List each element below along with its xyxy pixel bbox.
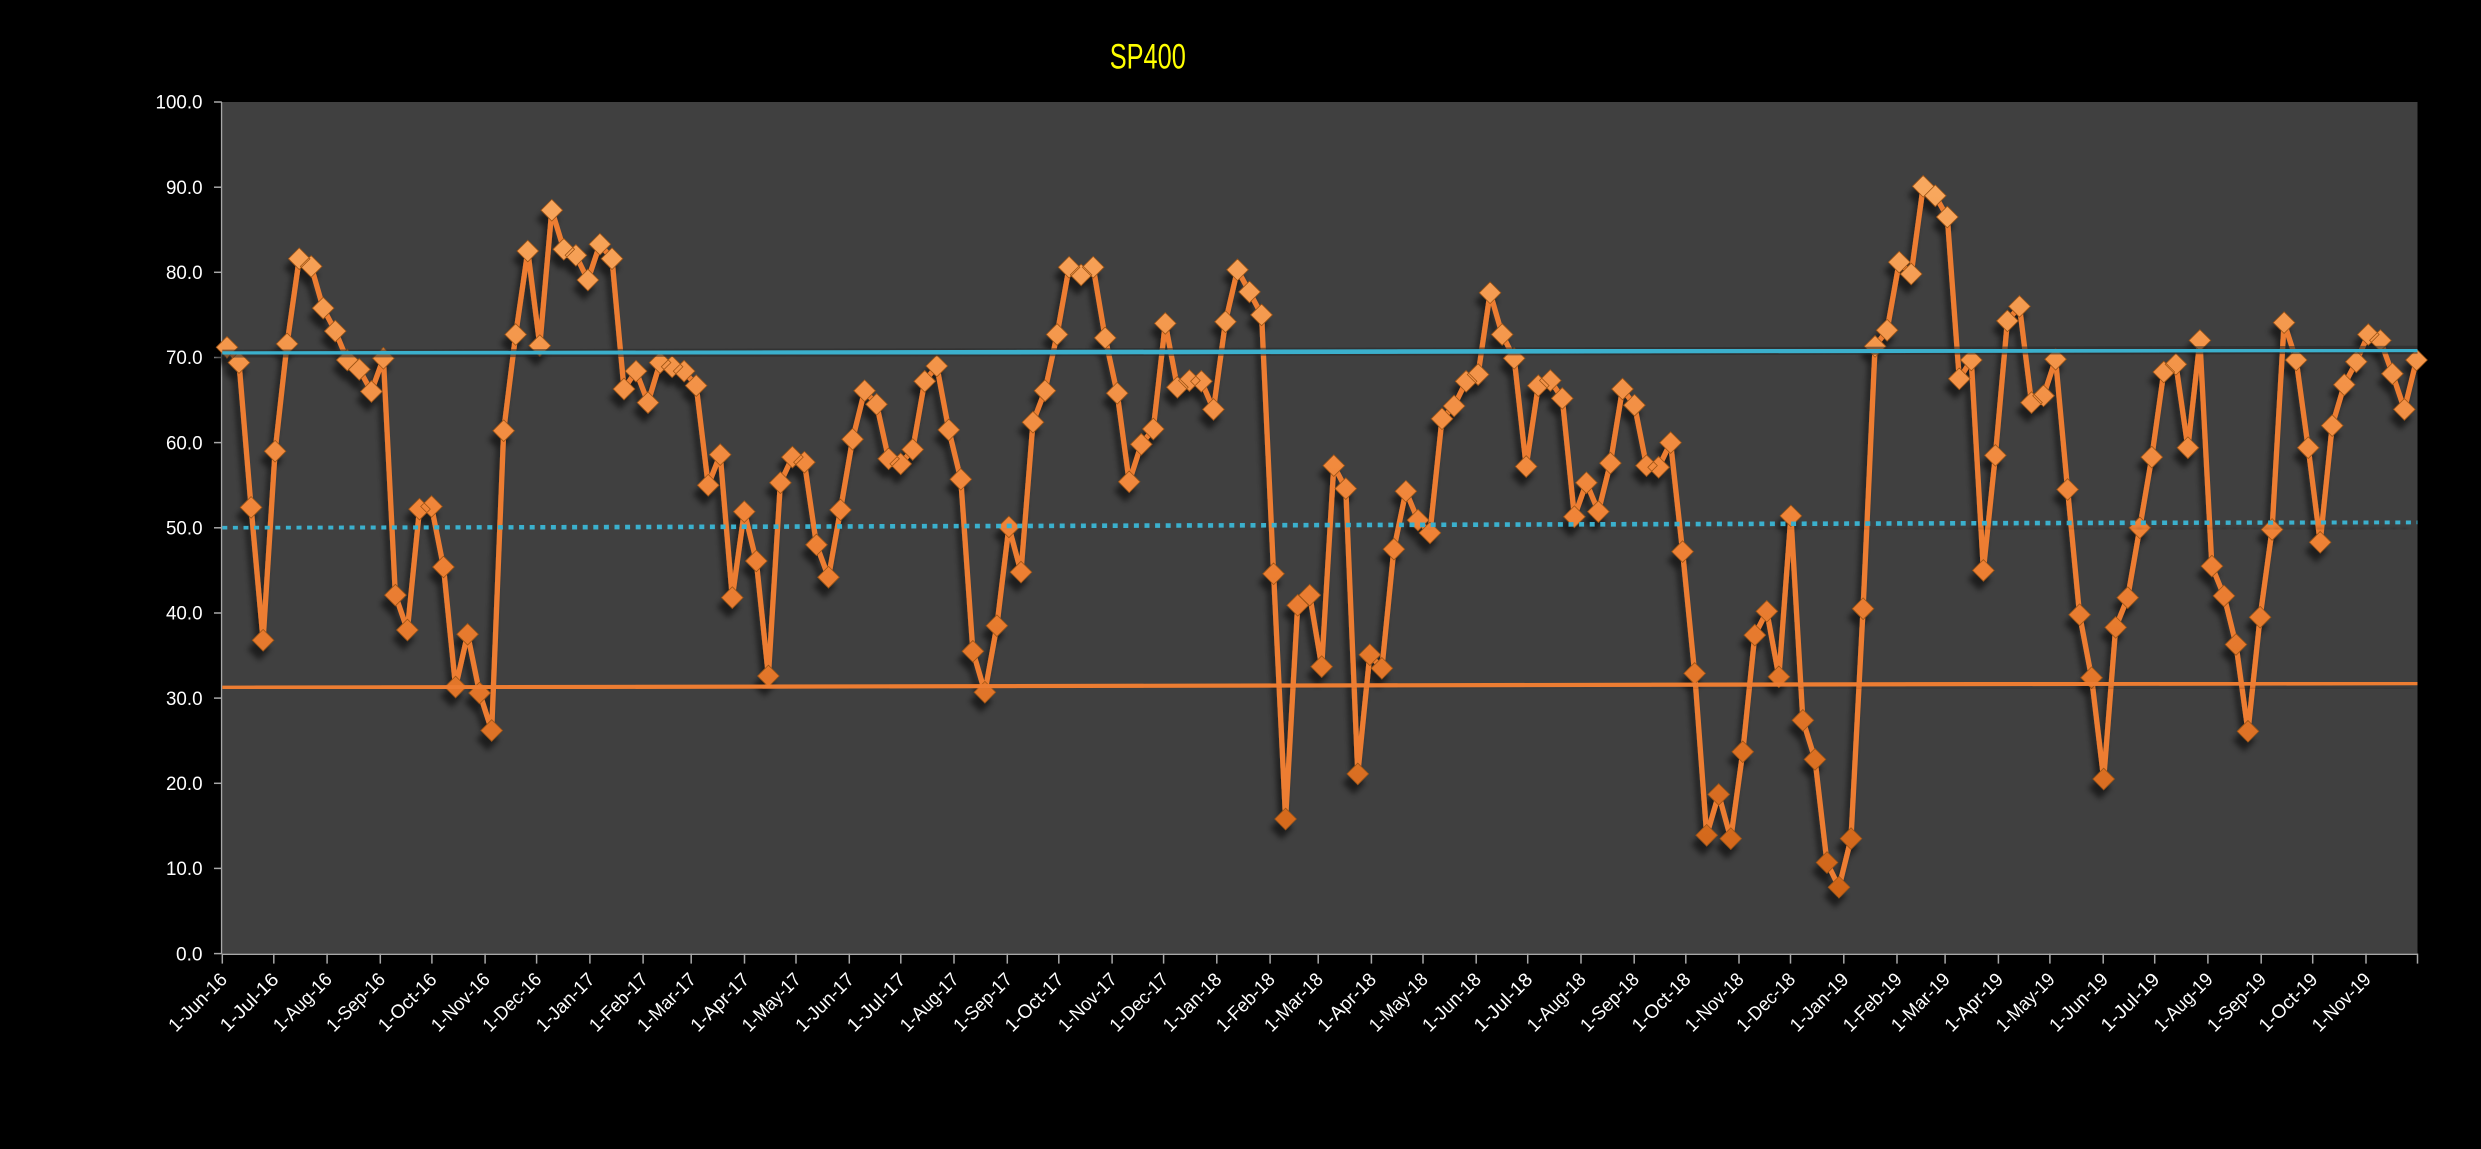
svg-text:70.0: 70.0 (166, 347, 203, 369)
svg-text:60.0: 60.0 (166, 432, 203, 454)
svg-text:SP400: SP400 (1110, 37, 1186, 77)
svg-text:50.0: 50.0 (166, 518, 203, 540)
svg-text:40.0: 40.0 (166, 603, 203, 625)
svg-text:10.0: 10.0 (166, 858, 203, 880)
svg-text:0.0: 0.0 (176, 943, 203, 965)
svg-text:30.0: 30.0 (166, 688, 203, 710)
svg-text:20.0: 20.0 (166, 773, 203, 795)
svg-text:100.0: 100.0 (156, 92, 203, 114)
svg-text:80.0: 80.0 (166, 262, 203, 284)
svg-text:90.0: 90.0 (166, 177, 203, 199)
